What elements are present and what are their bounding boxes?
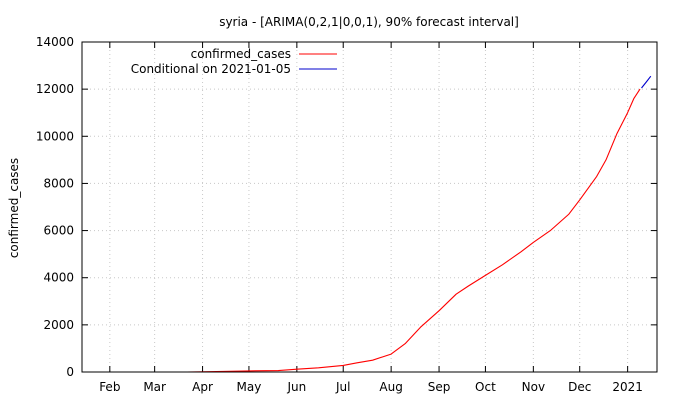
x-tick-label: Jun <box>286 380 306 394</box>
chart-title: syria - [ARIMA(0,2,1|0,0,1), 90% forecas… <box>219 15 519 29</box>
x-tick-label: Apr <box>192 380 213 394</box>
x-tick-label: Feb <box>99 380 120 394</box>
x-tick-label: Sep <box>428 380 451 394</box>
y-tick-label: 4000 <box>43 271 74 285</box>
series-line-confirmed-cases <box>187 88 641 373</box>
x-tick-label: May <box>237 380 262 394</box>
x-tick-label: Dec <box>568 380 591 394</box>
series-line-forecast <box>641 75 652 89</box>
x-tick-label: Jul <box>335 380 350 394</box>
y-tick-label: 14000 <box>36 35 74 49</box>
y-tick-label: 8000 <box>43 176 74 190</box>
y-tick-label: 12000 <box>36 82 74 96</box>
x-tick-label: Nov <box>522 380 545 394</box>
x-ticks: Feb Mar Apr May Jun Jul Aug Sep Oct Nov Dec 2021 <box>99 42 643 394</box>
legend-label: confirmed_cases <box>191 47 291 61</box>
grid <box>82 42 657 372</box>
y-axis-label: confirmed_cases <box>7 158 21 258</box>
x-tick-label: 2021 <box>612 380 643 394</box>
x-tick-label: Oct <box>475 380 496 394</box>
x-tick-label: Mar <box>143 380 166 394</box>
y-tick-label: 10000 <box>36 129 74 143</box>
legend-label: Conditional on 2021-01-05 <box>131 62 291 76</box>
x-tick-label: Aug <box>379 380 402 394</box>
y-tick-label: 6000 <box>43 224 74 238</box>
y-tick-label: 0 <box>66 365 74 379</box>
series-group <box>187 75 652 373</box>
y-ticks: 0 2000 4000 6000 8000 10000 12000 14000 <box>36 35 657 379</box>
plot-frame <box>81 41 658 373</box>
y-tick-label: 2000 <box>43 318 74 332</box>
